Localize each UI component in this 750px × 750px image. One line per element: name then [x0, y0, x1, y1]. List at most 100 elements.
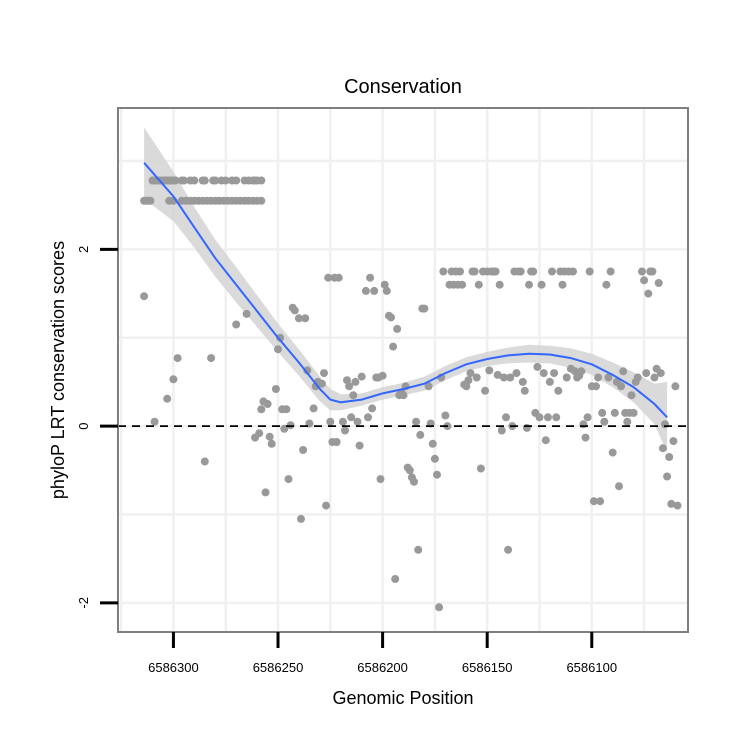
- data-point: [345, 382, 354, 391]
- data-point: [642, 369, 651, 378]
- y-tick-label: 0: [76, 422, 91, 429]
- data-point: [462, 382, 471, 391]
- data-point: [343, 376, 351, 385]
- data-point: [393, 324, 402, 333]
- data-point: [545, 377, 554, 386]
- data-point: [648, 267, 657, 276]
- data-point: [357, 372, 366, 381]
- data-point: [263, 400, 272, 408]
- data-point: [598, 408, 607, 417]
- data-point: [665, 453, 674, 461]
- data-point: [286, 421, 295, 430]
- data-point: [456, 267, 464, 276]
- data-point: [633, 373, 642, 382]
- data-point: [387, 313, 395, 322]
- data-point: [150, 417, 159, 426]
- data-point: [232, 320, 241, 329]
- data-point: [539, 369, 548, 378]
- data-point: [464, 376, 473, 385]
- data-point: [282, 405, 291, 414]
- data-point: [592, 382, 600, 391]
- data-point: [661, 420, 669, 429]
- x-axis: 6586300 6586250 6586200 6586150 6586100: [148, 632, 617, 675]
- data-point: [673, 501, 682, 510]
- data-point: [548, 267, 556, 276]
- data-point: [257, 176, 266, 185]
- data-point: [474, 280, 483, 289]
- data-point: [351, 377, 360, 386]
- data-point: [481, 386, 490, 395]
- data-point: [317, 379, 326, 388]
- data-point: [416, 430, 425, 439]
- data-point: [585, 267, 594, 276]
- data-point: [525, 280, 533, 289]
- data-point: [290, 306, 299, 315]
- data-point: [200, 457, 209, 466]
- data-point: [667, 499, 676, 508]
- data-point: [640, 276, 649, 285]
- chart-title: Conservation: [344, 76, 462, 98]
- data-point: [265, 432, 274, 441]
- plot-panel: [117, 107, 689, 633]
- data-point: [399, 391, 408, 400]
- data-point: [623, 417, 632, 426]
- data-point: [368, 404, 377, 413]
- data-point: [537, 280, 546, 289]
- data-point: [294, 314, 303, 323]
- data-point: [163, 394, 172, 403]
- data-point: [173, 354, 182, 363]
- data-point: [341, 426, 349, 435]
- data-point: [550, 369, 559, 378]
- data-point: [370, 286, 379, 295]
- data-point: [602, 280, 611, 289]
- data-point: [562, 373, 571, 382]
- data-point: [207, 354, 216, 363]
- data-point: [596, 497, 605, 506]
- data-point: [261, 488, 270, 497]
- data-point: [554, 386, 563, 395]
- data-point: [435, 603, 444, 612]
- y-axis: -2 0 2: [76, 246, 118, 609]
- data-point: [610, 408, 619, 417]
- data-point: [600, 417, 609, 426]
- data-point: [581, 433, 590, 442]
- data-point: [518, 377, 527, 386]
- data-point: [221, 176, 230, 185]
- data-point: [414, 545, 423, 554]
- data-point: [376, 475, 385, 484]
- data-point: [232, 176, 241, 185]
- data-point: [353, 417, 362, 426]
- data-point: [274, 345, 282, 354]
- data-point: [617, 382, 626, 391]
- data-point: [654, 279, 663, 287]
- data-point: [391, 575, 400, 583]
- x-axis-title: Genomic Position: [332, 688, 473, 708]
- data-point: [552, 413, 561, 422]
- data-point: [476, 464, 485, 473]
- data-point: [619, 367, 628, 376]
- data-point: [324, 273, 333, 282]
- data-point: [441, 411, 450, 420]
- data-point: [428, 439, 437, 448]
- data-point: [577, 367, 586, 376]
- data-point: [267, 439, 276, 448]
- data-point: [604, 373, 613, 382]
- data-point: [608, 448, 617, 457]
- data-point: [190, 176, 199, 185]
- data-point: [583, 413, 592, 422]
- data-point: [594, 373, 603, 382]
- data-point: [301, 314, 310, 323]
- data-point: [638, 267, 646, 276]
- data-point: [146, 196, 155, 205]
- data-point: [512, 369, 521, 378]
- data-point: [382, 286, 391, 295]
- data-point: [663, 472, 672, 481]
- data-point: [140, 292, 149, 301]
- smooth-trend-line: [143, 162, 668, 418]
- data-point: [257, 405, 266, 414]
- data-point: [615, 482, 623, 491]
- data-point: [338, 417, 347, 426]
- data-point: [504, 545, 513, 554]
- data-point: [297, 514, 305, 523]
- data-point: [470, 267, 479, 276]
